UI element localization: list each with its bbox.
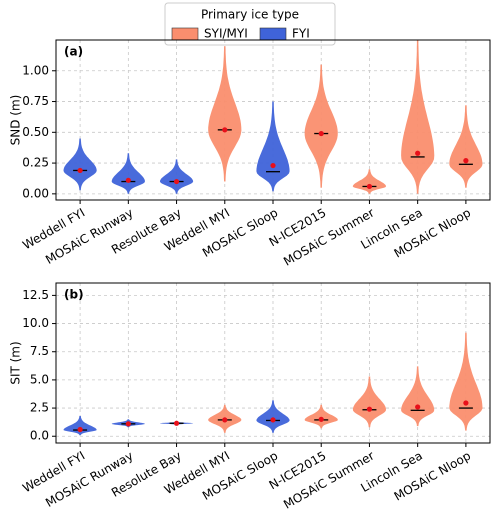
violin-body <box>256 400 290 433</box>
axes-frame <box>55 39 491 201</box>
y-tick-label: 2.5 <box>30 401 49 415</box>
violin-body <box>160 159 194 194</box>
mean-dot <box>222 127 228 133</box>
y-tick-label: 5.0 <box>30 372 49 386</box>
y-tick-label: 12.5 <box>22 288 49 302</box>
violin-body <box>111 153 145 194</box>
y-axis-label: SIT (m) <box>9 341 23 384</box>
mean-dot <box>125 421 131 427</box>
violin-body <box>401 40 435 194</box>
legend-label: FYI <box>292 27 310 41</box>
violin-body <box>352 169 386 194</box>
violin-body <box>63 416 97 436</box>
violin-body <box>304 64 338 188</box>
violin-body <box>449 332 483 431</box>
violin-body <box>401 366 435 427</box>
axes-frame <box>55 282 491 444</box>
panel-label: (b) <box>64 288 84 302</box>
mean-dot <box>366 406 373 412</box>
y-tick-label: 0.0 <box>30 429 49 443</box>
violin-body <box>256 101 290 192</box>
legend-box <box>164 2 336 46</box>
mean-dot <box>415 404 421 410</box>
mean-dot <box>270 162 276 169</box>
y-tick-label: 0.75 <box>22 94 49 108</box>
legend-title: Primary ice type <box>201 8 299 22</box>
violin-body <box>449 105 483 188</box>
mean-dot <box>270 417 276 423</box>
y-tick-label: 10.0 <box>22 316 49 330</box>
y-tick-label: 0.50 <box>22 125 49 139</box>
legend-swatch <box>259 27 287 41</box>
mean-dot <box>463 400 469 406</box>
mean-dot <box>366 183 373 190</box>
violin-body <box>304 404 338 429</box>
y-axis-label: SND (m) <box>9 95 23 146</box>
y-tick-label: 7.5 <box>30 344 49 358</box>
panel-label: (a) <box>64 45 83 59</box>
y-tick-label: 0.25 <box>22 156 49 170</box>
violin-body <box>208 46 242 182</box>
mean-dot <box>318 416 324 422</box>
violin-body <box>352 376 386 428</box>
legend-label: SYI/MYI <box>204 27 248 41</box>
mean-dot <box>173 420 180 426</box>
mean-dot <box>77 167 83 174</box>
mean-dot <box>318 130 324 137</box>
mean-dot <box>77 426 83 433</box>
mean-dot <box>222 417 228 423</box>
mean-dot <box>463 158 469 164</box>
mean-dot <box>173 178 180 185</box>
legend-swatch <box>171 27 199 41</box>
violin-body <box>63 138 97 191</box>
y-tick-label: 0.00 <box>22 186 49 200</box>
y-tick-label: 1.00 <box>22 63 49 77</box>
mean-dot <box>125 177 131 183</box>
mean-dot <box>415 150 421 156</box>
